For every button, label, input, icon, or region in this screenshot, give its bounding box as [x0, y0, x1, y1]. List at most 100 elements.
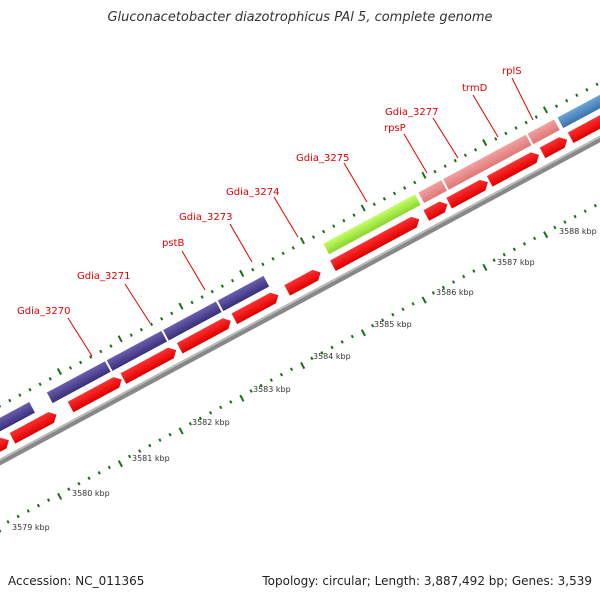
inner-tick — [492, 258, 496, 262]
inner-tick — [269, 378, 273, 382]
outer-tick — [299, 237, 305, 245]
gene-track — [0, 89, 600, 441]
inner-tick — [543, 231, 549, 239]
inner-tick — [229, 400, 233, 404]
cds-arrow-12 — [539, 137, 568, 159]
outer-tick — [575, 93, 579, 98]
cds-arrow-2 — [9, 412, 57, 444]
inner-tick — [249, 389, 253, 393]
inner-tick — [77, 481, 81, 486]
outer-tick — [261, 262, 265, 267]
outer-tick — [342, 218, 346, 223]
cds-arrow-13 — [567, 104, 600, 144]
outer-tick — [38, 382, 42, 387]
outer-tick — [210, 289, 214, 294]
outer-tick — [109, 344, 113, 348]
inner-tick — [87, 476, 91, 481]
gene-block-gdia-3277 — [443, 134, 532, 190]
outer-tick — [89, 355, 93, 359]
map-title: Gluconacetobacter diazotrophicus PAl 5, … — [107, 10, 493, 25]
outer-tick — [0, 400, 2, 408]
cds-arrow-5 — [176, 318, 231, 354]
gene-block-gdia-3269 — [0, 402, 35, 441]
outer-tick — [170, 311, 174, 316]
cds-arrow-10 — [446, 179, 488, 209]
cds-arrow-7 — [284, 269, 321, 296]
outer-tick — [433, 169, 437, 174]
outer-tick — [178, 302, 184, 310]
cds-arrow-8 — [330, 216, 420, 272]
inner-tick — [370, 323, 375, 328]
cds-arrow-11 — [486, 152, 539, 187]
gene-label-gdia-3273: Gdia_3273 — [179, 212, 232, 223]
kbp-label-3584: 3584 kbp — [313, 352, 351, 361]
inner-tick — [451, 280, 456, 284]
inner-tick — [350, 334, 354, 339]
inner-tick — [46, 498, 51, 502]
inner-tick — [300, 361, 306, 370]
inner-tick — [168, 432, 172, 437]
inner-tick — [431, 291, 435, 295]
kbp-label-3586: 3586 kbp — [436, 288, 474, 297]
inner-tick-row — [0, 203, 597, 533]
outer-tick — [463, 153, 467, 158]
cds-arrow-4 — [120, 347, 177, 384]
outer-tick — [160, 317, 164, 321]
gene-label-trmd: trmD — [462, 83, 488, 94]
outer-tick — [482, 139, 488, 147]
outer-tick — [68, 366, 73, 370]
outer-tick — [149, 322, 154, 327]
outer-tick — [190, 300, 194, 305]
cds-track — [0, 104, 600, 466]
inner-tick — [330, 345, 334, 350]
outer-tick — [322, 229, 326, 234]
gene-label-layer: Gdia_3270 Gdia_3271 pstB Gdia_3273 Gdia_… — [17, 66, 534, 357]
gene-label-gdia-3277: Gdia_3277 — [385, 107, 438, 118]
outer-tick — [421, 171, 427, 179]
inner-tick — [148, 443, 152, 448]
accession-text: Accession: NC_011365 — [8, 574, 145, 588]
inner-tick — [16, 514, 20, 519]
gene-label-pstb: pstB — [162, 238, 184, 249]
cds-arrow-6 — [231, 292, 279, 325]
kbp-label-3580: 3580 kbp — [72, 489, 110, 498]
inner-tick — [340, 340, 344, 344]
outer-tick — [504, 131, 508, 136]
outer-tick — [542, 106, 548, 114]
kbp-label-3581: 3581 kbp — [132, 454, 170, 463]
outer-tick — [360, 204, 366, 212]
outer-tick — [281, 251, 285, 256]
inner-tick — [320, 351, 324, 355]
inner-tick — [482, 263, 488, 271]
gene-label-gdia-3275: Gdia_3275 — [296, 153, 349, 164]
outer-tick — [352, 213, 356, 218]
outer-tick — [291, 246, 295, 250]
outer-tick — [139, 327, 143, 332]
outer-tick — [56, 368, 62, 376]
outer-tick — [413, 180, 417, 185]
inner-tick — [512, 247, 516, 252]
inner-tick — [36, 503, 41, 508]
gene-block-rpsp — [418, 180, 448, 204]
inner-tick — [178, 427, 184, 435]
inner-tick — [310, 356, 314, 361]
gene-block-rpls — [527, 119, 560, 145]
inner-tick — [502, 252, 506, 257]
gene-label-rpsp: rpsP — [384, 123, 406, 134]
outer-tick — [332, 224, 336, 228]
inner-tick — [391, 312, 395, 317]
inner-tick — [127, 454, 132, 459]
kbp-label-3588: 3588 kbp — [559, 227, 597, 236]
outer-tick — [473, 147, 478, 152]
outer-tick — [230, 278, 235, 283]
gene-label-gdia-3274: Gdia_3274 — [226, 187, 279, 198]
inner-tick — [360, 329, 366, 337]
gene-block-gdia-3271 — [106, 330, 168, 371]
kbp-label-3582: 3582 kbp — [192, 418, 230, 427]
outer-tick — [595, 82, 599, 87]
cds-arrow-3 — [67, 377, 122, 413]
inner-tick — [462, 274, 466, 279]
inner-tick — [67, 487, 71, 491]
inner-tick — [0, 525, 2, 533]
gene-block-gdia-3275 — [323, 194, 421, 255]
